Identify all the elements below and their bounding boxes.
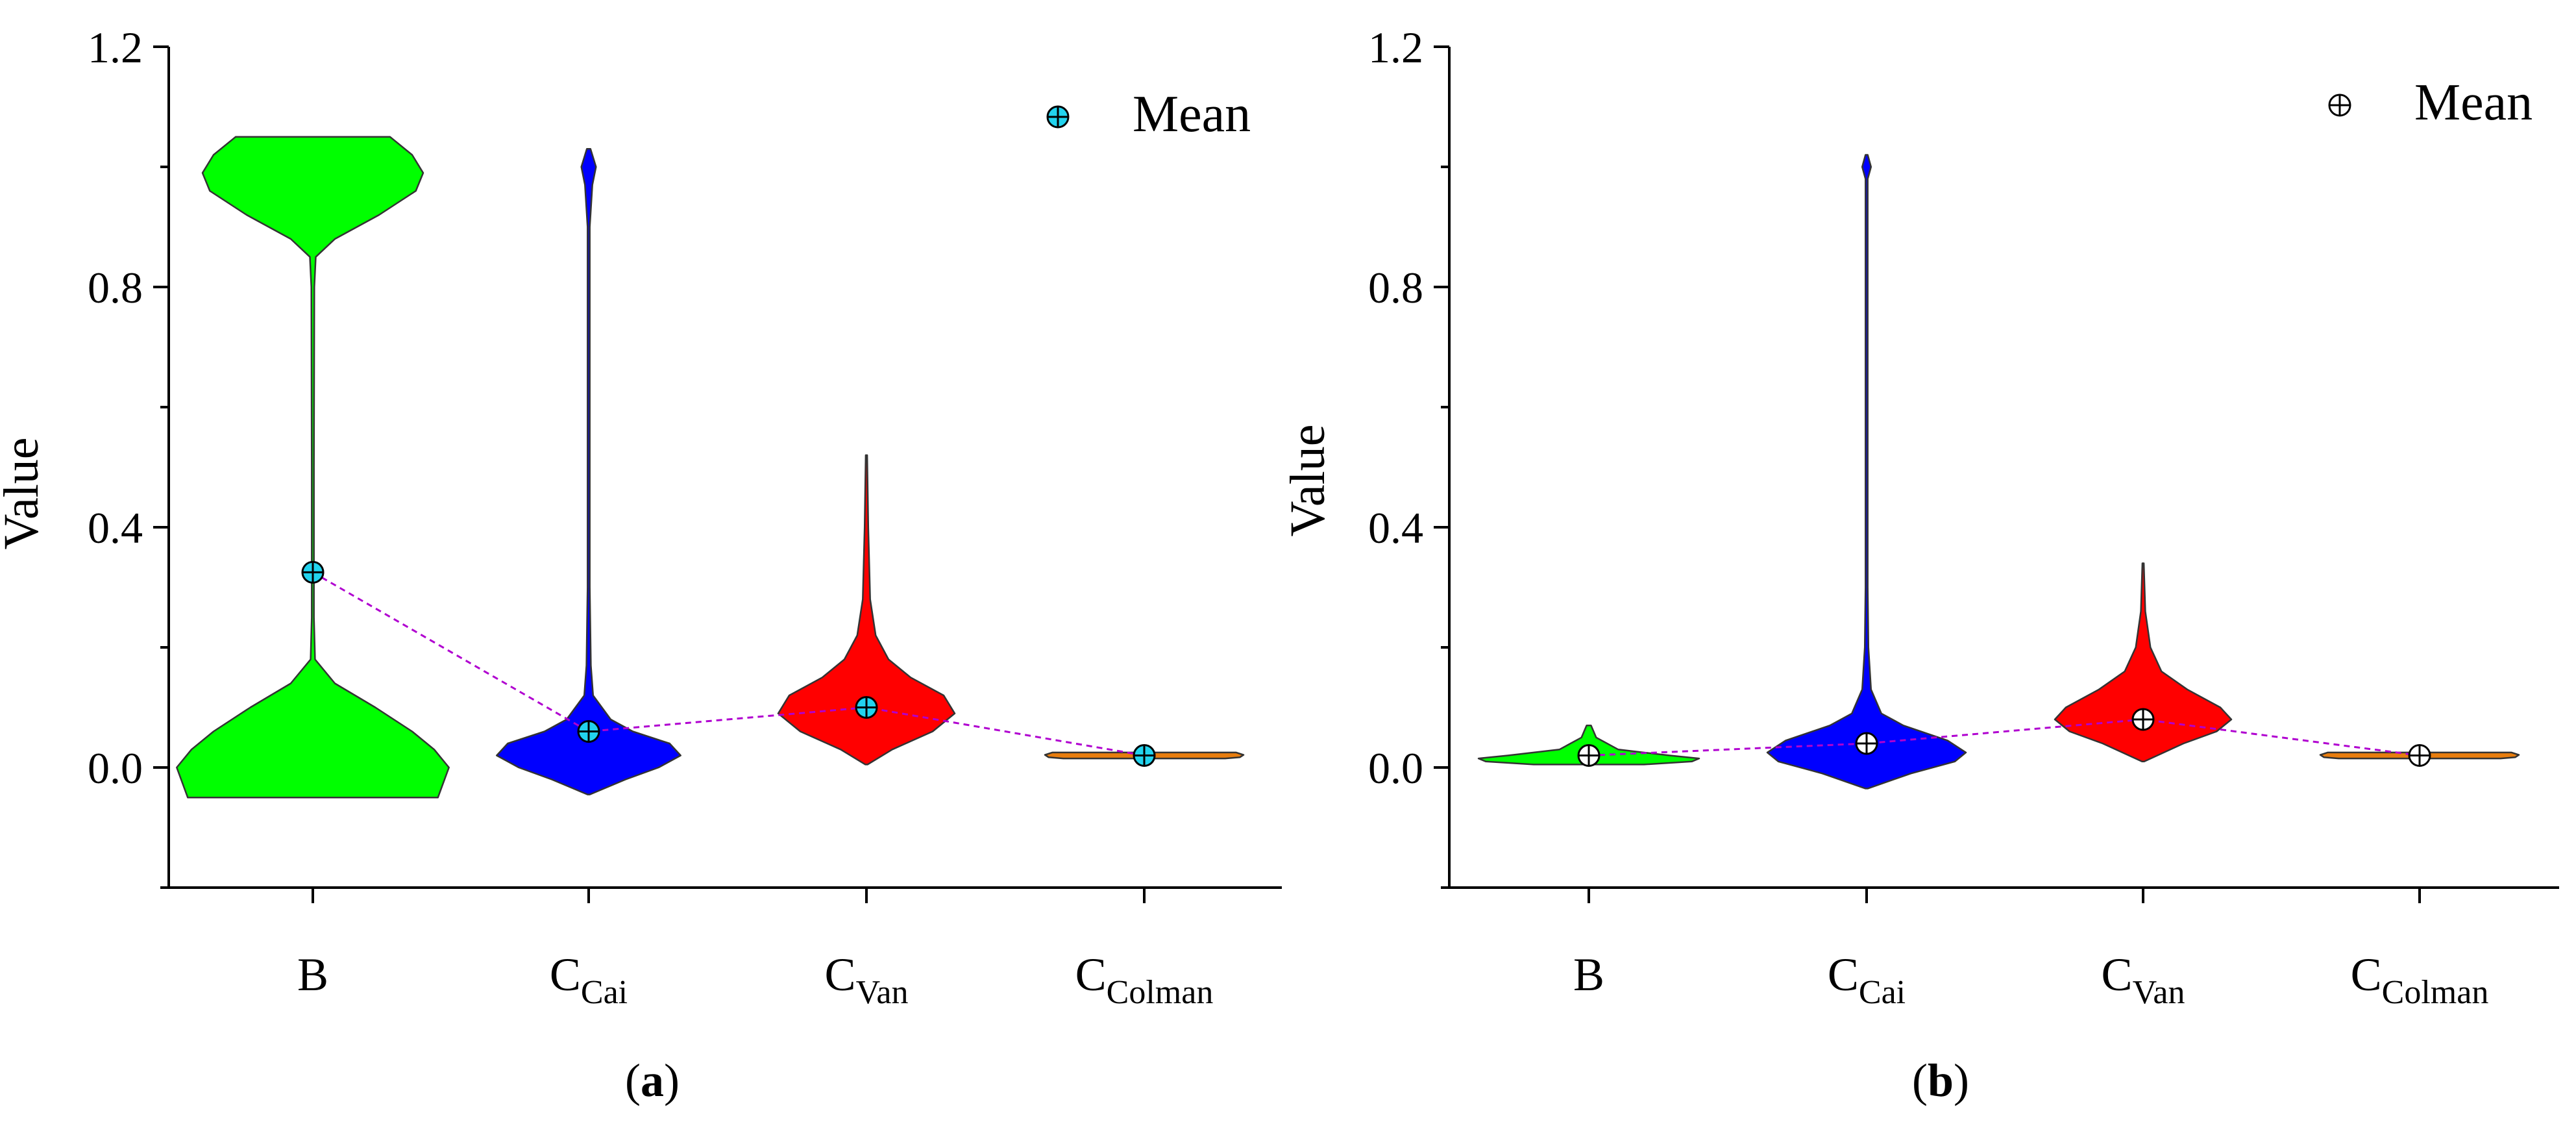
panel-b: 0.0 0.4 0.8 1.2 Value B CCai CVan CColman Mean (b) — [1281, 23, 2559, 1106]
panel-label: (a) — [625, 1054, 680, 1106]
legend-label: Mean — [2414, 74, 2533, 131]
y-tick-label: 0.4 — [88, 503, 143, 553]
violin-B — [176, 136, 450, 799]
violin-CCai — [1766, 154, 1967, 790]
violin-CVan — [777, 454, 956, 766]
y-tick-label: 0.4 — [1368, 503, 1423, 553]
x-tick-label: CVan — [2102, 949, 2185, 1011]
mean-marker-B — [1577, 744, 1601, 767]
mean-line — [312, 571, 1145, 756]
x-tick-label: CVan — [825, 949, 909, 1011]
y-tick-label: 1.2 — [88, 23, 143, 72]
y-tick-label: 0.8 — [1368, 263, 1423, 312]
y-tick-label: 0.8 — [88, 263, 143, 312]
x-tick-label: B — [1573, 949, 1604, 1001]
legend-mean-marker — [2328, 94, 2351, 117]
x-tick-label: CCai — [550, 949, 628, 1011]
mean-marker-CVan — [2131, 708, 2155, 731]
y-tick-label: 1.2 — [1368, 23, 1423, 72]
mean-marker-CColman — [2408, 744, 2431, 767]
x-tick-label: CColman — [2351, 949, 2489, 1011]
legend-mean-marker — [1046, 105, 1070, 129]
y-axis-title: Value — [0, 437, 49, 549]
mean-line — [1588, 718, 2420, 756]
mean-marker-CColman — [1133, 744, 1156, 767]
x-tick-label: B — [297, 949, 328, 1001]
panel-a: 0.0 0.4 0.8 1.2 Value B CCai CVan CColman Mean (a) — [0, 23, 1282, 1106]
y-tick-label: 0.0 — [88, 743, 143, 793]
mean-marker-B — [301, 560, 325, 584]
x-tick-label: CCai — [1828, 949, 1906, 1011]
y-axis-title: Value — [1281, 424, 1335, 536]
panel-label: (b) — [1912, 1054, 1969, 1106]
mean-marker-CCai — [1855, 732, 1878, 755]
mean-marker-CCai — [577, 720, 600, 743]
legend-label: Mean — [1133, 86, 1251, 143]
violin-CCai — [496, 147, 681, 795]
x-tick-label: CColman — [1075, 949, 1214, 1011]
y-tick-label: 0.0 — [1368, 743, 1423, 793]
mean-marker-CVan — [855, 696, 878, 719]
violin-CVan — [2054, 562, 2233, 763]
